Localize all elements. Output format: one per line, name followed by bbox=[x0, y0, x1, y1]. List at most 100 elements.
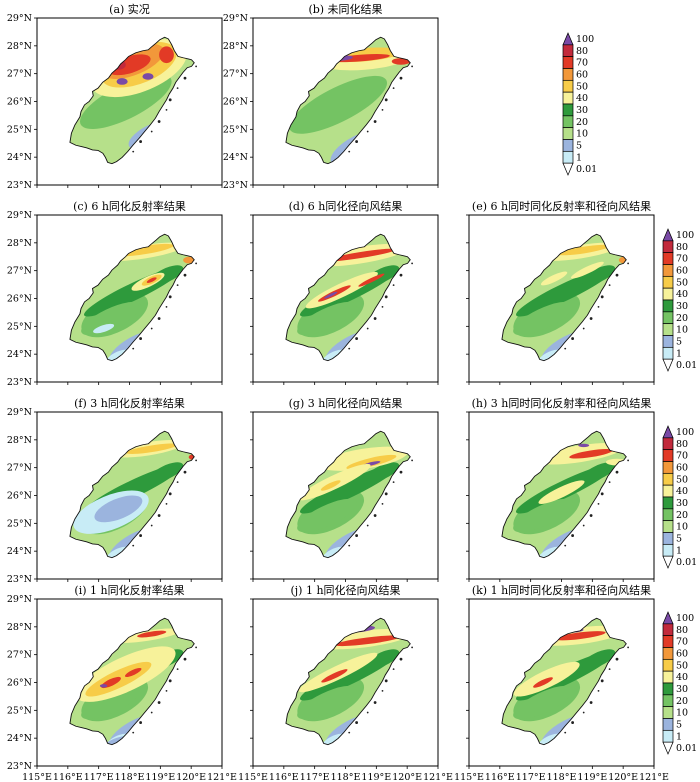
lat-label: 29°N bbox=[7, 407, 32, 418]
colorbar-label: 50 bbox=[676, 660, 688, 671]
colorbar-label: 50 bbox=[676, 277, 688, 288]
island-mark bbox=[564, 544, 567, 547]
island-mark bbox=[381, 305, 384, 308]
province-outline bbox=[69, 233, 195, 362]
lat-label: 24°N bbox=[7, 733, 32, 744]
precip-field bbox=[69, 618, 195, 745]
lat-label: 27°N bbox=[7, 650, 32, 661]
island-mark bbox=[381, 108, 384, 111]
lat-label: 28°N bbox=[7, 435, 32, 446]
island-mark bbox=[132, 544, 135, 547]
colorbar-swatch bbox=[662, 635, 674, 648]
colorbar-label: 80 bbox=[676, 439, 688, 450]
colorbar-swatch bbox=[662, 508, 674, 522]
lat-label: 25°N bbox=[223, 124, 248, 135]
island-mark bbox=[384, 492, 388, 496]
island-mark bbox=[392, 284, 395, 287]
island-mark bbox=[165, 689, 168, 692]
lat-label: 26°N bbox=[7, 294, 32, 305]
island-mark bbox=[582, 711, 585, 714]
island-mark bbox=[600, 679, 604, 683]
island-mark bbox=[399, 273, 403, 277]
island-mark bbox=[373, 701, 377, 704]
lat-label: 25°N bbox=[7, 321, 32, 332]
island-mark bbox=[381, 689, 384, 692]
island-mark bbox=[157, 317, 161, 320]
island-mark bbox=[615, 657, 619, 661]
island-mark bbox=[165, 108, 168, 111]
colorbar-swatch bbox=[562, 56, 574, 69]
island-mark bbox=[411, 262, 413, 265]
province-outline bbox=[285, 233, 411, 362]
island-mark bbox=[139, 140, 142, 143]
island-mark bbox=[392, 87, 395, 90]
province-outline bbox=[501, 430, 627, 559]
lat-label: 27°N bbox=[7, 463, 32, 474]
colorbar-swatch bbox=[662, 437, 674, 451]
province-outline bbox=[501, 617, 627, 746]
lat-label: 24°N bbox=[223, 152, 248, 163]
island-mark bbox=[176, 481, 179, 484]
island-mark bbox=[597, 689, 600, 692]
colorbar-swatch bbox=[662, 287, 674, 301]
colorbar-swatch bbox=[662, 532, 674, 545]
colorbar-swatch bbox=[662, 311, 674, 325]
island-mark bbox=[384, 295, 388, 299]
colorbar-label: 50 bbox=[576, 81, 588, 92]
island-mark bbox=[627, 459, 629, 462]
colorbar-label: 10 bbox=[576, 129, 588, 140]
lat-label: 25°N bbox=[7, 124, 32, 135]
lat-label: 29°N bbox=[7, 13, 32, 24]
colorbar-label: 20 bbox=[676, 510, 688, 521]
colorbar-label: 1 bbox=[676, 348, 682, 359]
lat-label: 27°N bbox=[7, 266, 32, 277]
island-mark bbox=[366, 711, 369, 714]
island-mark bbox=[157, 514, 161, 517]
panel-title: (i) 1 h同化反射率结果 bbox=[74, 583, 184, 597]
island-mark bbox=[366, 130, 369, 133]
lon-label: 118°E bbox=[547, 772, 577, 782]
colorbar-label: 10 bbox=[676, 325, 688, 336]
colorbar-label: 10 bbox=[676, 522, 688, 533]
colorbar-label: 20 bbox=[676, 313, 688, 324]
colorbar-label: 100 bbox=[676, 613, 694, 624]
precip-field bbox=[501, 431, 627, 558]
panel-title: (k) 1 h同时同化反射率和径向风结果 bbox=[472, 583, 651, 597]
colorbar-label: 60 bbox=[676, 648, 688, 659]
colorbar-label: 1 bbox=[576, 152, 582, 163]
colorbar-swatch bbox=[662, 706, 674, 719]
island-mark bbox=[176, 284, 179, 287]
panel-title: (b) 未同化结果 bbox=[308, 2, 382, 16]
colorbar-swatch bbox=[662, 425, 674, 439]
island-mark bbox=[608, 668, 611, 671]
lat-label: 27°N bbox=[7, 69, 32, 80]
colorbar-label: 40 bbox=[576, 93, 588, 104]
map-panel-d: (d) 6 h同化径向风结果 bbox=[250, 199, 439, 385]
colorbar-label: 50 bbox=[676, 474, 688, 485]
colorbar-label: 5 bbox=[676, 533, 682, 544]
precip-field bbox=[285, 234, 411, 361]
map-panel-f: (f) 3 h同化反射率结果 23°N 24°N 25°N 26°N 27°N 28°N 29… bbox=[7, 396, 223, 585]
panel-title: (j) 1 h同化径向风结果 bbox=[290, 583, 400, 597]
island-mark bbox=[195, 646, 198, 649]
colorbar-label: 30 bbox=[676, 498, 688, 509]
lat-label: 23°N bbox=[7, 377, 32, 388]
island-mark bbox=[139, 337, 142, 340]
colorbar-label: 1 bbox=[676, 545, 682, 556]
island-mark bbox=[411, 65, 413, 68]
island-mark bbox=[627, 262, 629, 265]
map-panel-h: (h) 3 h同时同化反射率和径向风结果 bbox=[466, 396, 655, 582]
island-mark bbox=[168, 492, 172, 496]
colorbar-swatch bbox=[662, 647, 674, 660]
colorbar-label: 30 bbox=[676, 684, 688, 695]
lon-label: 118°E bbox=[331, 772, 361, 782]
island-mark bbox=[132, 347, 135, 350]
lon-label: 116°E bbox=[269, 772, 299, 782]
colorbar-swatch bbox=[662, 623, 674, 637]
island-mark bbox=[195, 459, 198, 462]
map-panel-a: (a) 实况 23°N 24°N 25°N 26°N 27°N 28°N 29°N bbox=[7, 2, 223, 191]
colorbar-swatch bbox=[662, 611, 674, 625]
colorbar-swatch bbox=[662, 252, 674, 265]
